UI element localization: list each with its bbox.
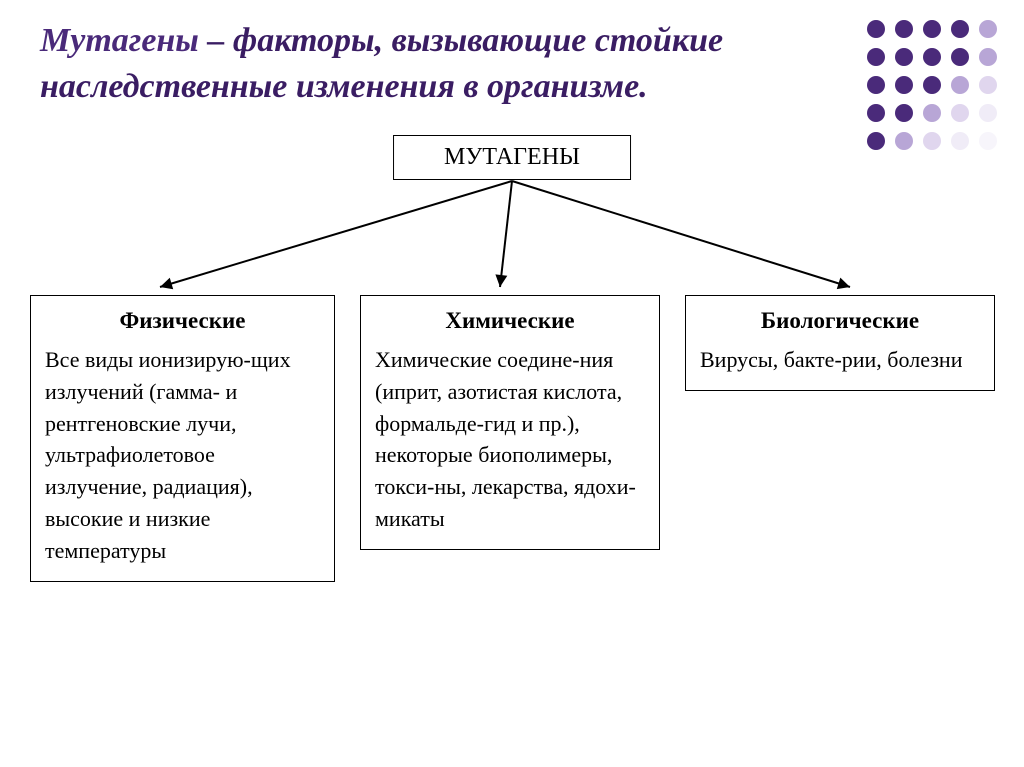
child-title: Биологические <box>700 308 980 334</box>
decor-dot <box>923 76 941 94</box>
child-node: Физические Все виды ионизирую-щих излучен… <box>30 295 335 582</box>
decor-dot <box>895 76 913 94</box>
child-body: Химические соедине-ния (иприт, азотистая… <box>375 344 645 535</box>
decor-dot <box>951 48 969 66</box>
root-label: МУТАГЕНЫ <box>444 144 580 170</box>
decor-dot <box>867 48 885 66</box>
decor-dot <box>923 48 941 66</box>
decor-dot <box>895 48 913 66</box>
page-title: Мутагены – факторы, вызывающие стойкие н… <box>40 18 860 110</box>
decor-dot <box>867 20 885 38</box>
decor-dot <box>979 20 997 38</box>
header: Мутагены – факторы, вызывающие стойкие н… <box>0 0 1024 120</box>
decor-dot <box>923 20 941 38</box>
decor-dot <box>979 76 997 94</box>
decor-dot <box>951 76 969 94</box>
decor-dot <box>895 20 913 38</box>
child-body: Все виды ионизирую-щих излучений (гамма-… <box>45 344 320 567</box>
child-node: Химические Химические соедине-ния (иприт,… <box>360 295 660 550</box>
title-highlight: Мутагены <box>40 22 199 59</box>
decor-dot <box>867 76 885 94</box>
dot-grid-decoration <box>867 20 999 152</box>
root-node: МУТАГЕНЫ <box>393 135 631 180</box>
child-body: Вирусы, бакте-рии, болезни <box>700 344 980 376</box>
decor-dot <box>979 48 997 66</box>
child-node: Биологические Вирусы, бакте-рии, болезни <box>685 295 995 391</box>
diagram: МУТАГЕНЫ Физические Все виды ионизирую-щи… <box>0 135 1024 675</box>
decor-dot <box>923 104 941 122</box>
decor-dot <box>867 104 885 122</box>
child-title: Химические <box>375 308 645 334</box>
decor-dot <box>979 104 997 122</box>
decor-dot <box>951 104 969 122</box>
decor-dot <box>895 104 913 122</box>
decor-dot <box>951 20 969 38</box>
child-title: Физические <box>45 308 320 334</box>
